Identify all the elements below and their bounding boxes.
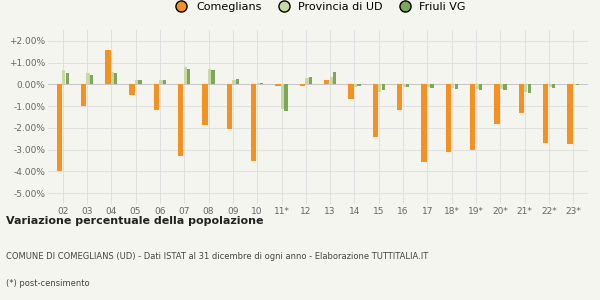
Bar	[163, 80, 166, 84]
Bar	[518, 84, 524, 112]
Bar	[577, 84, 580, 85]
Bar	[421, 84, 427, 162]
Bar	[208, 69, 211, 84]
Bar	[139, 80, 142, 84]
Bar	[427, 84, 430, 87]
Bar	[470, 84, 475, 150]
Bar	[211, 70, 215, 84]
Bar	[227, 84, 232, 129]
Bar	[275, 84, 281, 86]
Bar	[81, 84, 86, 106]
Bar	[543, 84, 548, 143]
Bar	[284, 84, 287, 111]
Bar	[187, 69, 190, 84]
Bar	[548, 84, 552, 87]
Bar	[524, 84, 527, 92]
Bar	[232, 80, 236, 84]
Bar	[373, 84, 378, 136]
Bar	[494, 84, 500, 124]
Bar	[324, 80, 329, 84]
Text: (*) post-censimento: (*) post-censimento	[6, 279, 89, 288]
Bar	[130, 84, 135, 95]
Bar	[309, 77, 312, 84]
Bar	[382, 84, 385, 90]
Bar	[379, 84, 382, 92]
Bar	[446, 84, 451, 152]
Bar	[329, 77, 333, 84]
Bar	[90, 75, 93, 84]
Bar	[160, 80, 163, 84]
Bar	[500, 84, 503, 89]
Bar	[135, 80, 138, 84]
Bar	[257, 83, 260, 84]
Bar	[568, 84, 572, 144]
Bar	[114, 73, 118, 84]
Bar	[552, 84, 555, 88]
Bar	[86, 73, 89, 84]
Bar	[397, 84, 403, 110]
Bar	[62, 70, 65, 84]
Bar	[300, 84, 305, 86]
Bar	[349, 84, 354, 98]
Bar	[281, 84, 284, 109]
Bar	[56, 84, 62, 171]
Bar	[358, 84, 361, 86]
Bar	[105, 50, 110, 84]
Bar	[202, 84, 208, 124]
Bar	[527, 84, 531, 93]
Bar	[178, 84, 184, 156]
Bar	[479, 84, 482, 90]
Bar	[573, 84, 576, 85]
Bar	[111, 72, 114, 84]
Bar	[65, 73, 68, 84]
Bar	[476, 84, 479, 88]
Bar	[430, 84, 434, 88]
Bar	[455, 84, 458, 89]
Legend: Comeglians, Provincia di UD, Friuli VG: Comeglians, Provincia di UD, Friuli VG	[166, 0, 470, 16]
Bar	[260, 83, 263, 84]
Bar	[354, 84, 357, 87]
Bar	[154, 84, 159, 110]
Bar	[403, 84, 406, 86]
Bar	[251, 84, 256, 160]
Bar	[236, 80, 239, 84]
Bar	[333, 72, 336, 84]
Bar	[503, 84, 506, 90]
Text: COMUNE DI COMEGLIANS (UD) - Dati ISTAT al 31 dicembre di ogni anno - Elaborazion: COMUNE DI COMEGLIANS (UD) - Dati ISTAT a…	[6, 252, 428, 261]
Bar	[184, 68, 187, 84]
Bar	[305, 78, 308, 84]
Bar	[406, 84, 409, 87]
Bar	[451, 84, 454, 88]
Text: Variazione percentuale della popolazione: Variazione percentuale della popolazione	[6, 216, 263, 226]
